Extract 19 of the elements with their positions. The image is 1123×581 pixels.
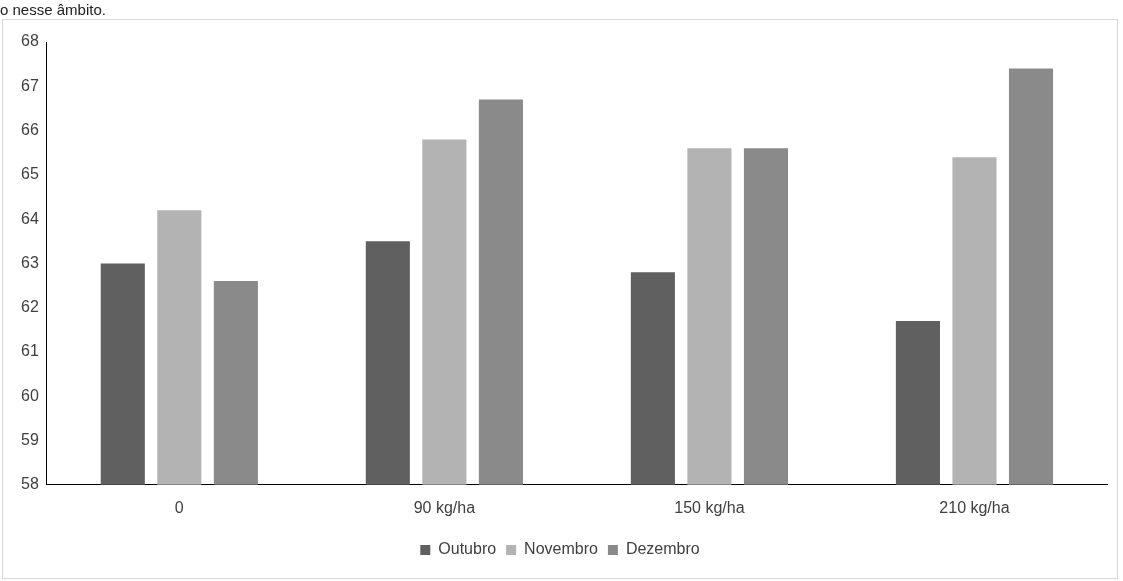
y-tick-label: 59 (21, 430, 39, 448)
legend-label: Dezembro (625, 540, 700, 558)
y-tick-label: 58 (21, 475, 39, 493)
y-tick-label: 62 (21, 298, 39, 316)
legend-label: Outubro (438, 540, 497, 558)
y-tick-label: 61 (21, 342, 39, 360)
x-tick-label: 150 kg/ha (674, 498, 745, 516)
y-tick-label: 68 (21, 32, 39, 50)
x-tick-label: 0 (174, 498, 184, 516)
y-tick-label: 60 (21, 386, 39, 404)
y-tick-label: 63 (21, 253, 39, 271)
y-tick-label: 67 (21, 76, 39, 94)
y-tick-label: 66 (21, 120, 39, 138)
y-tick-label: 65 (21, 165, 39, 183)
legend-label: Novembro (524, 540, 599, 558)
x-tick-label: 90 kg/ha (413, 498, 476, 516)
text: o nesse âmbito. (0, 1, 106, 18)
x-tick-label: 210 kg/ha (939, 498, 1010, 516)
y-tick-label: 64 (21, 209, 39, 227)
